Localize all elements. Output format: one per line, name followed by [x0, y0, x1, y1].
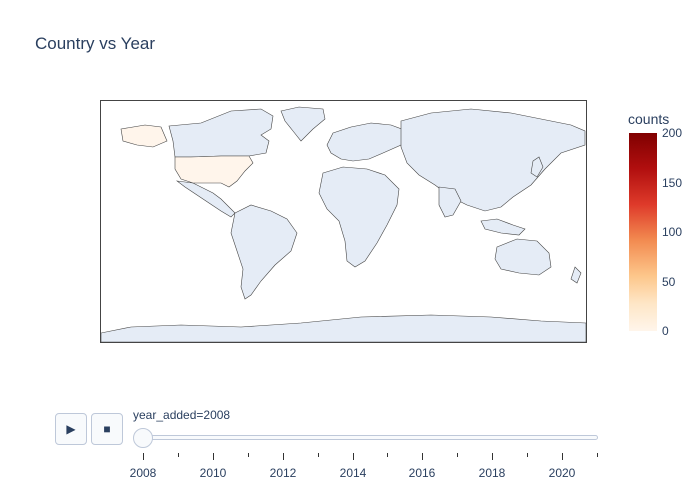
- slider-tick: [492, 453, 493, 460]
- slider-tick: [387, 453, 388, 457]
- slider-tick: [457, 453, 458, 457]
- slider-tick-label[interactable]: 2016: [408, 466, 436, 480]
- play-icon: ▶: [66, 422, 76, 436]
- colorbar-tick: 150: [662, 176, 683, 190]
- slider-tick-label[interactable]: 2008: [129, 466, 157, 480]
- slider-tick: [422, 453, 423, 460]
- slider-tick: [283, 453, 284, 460]
- slider-tick: [353, 453, 354, 460]
- slider-handle[interactable]: [133, 428, 153, 448]
- colorbar-title: counts: [628, 111, 670, 127]
- colorbar: [629, 133, 657, 331]
- country-united-states[interactable]: [174, 155, 254, 188]
- continent-europe[interactable]: [326, 122, 408, 162]
- country-india[interactable]: [438, 186, 462, 218]
- slider-tick: [143, 453, 144, 460]
- slider-tick-label[interactable]: 2018: [478, 466, 506, 480]
- stop-button[interactable]: ■: [91, 413, 123, 445]
- world-map[interactable]: [100, 100, 587, 343]
- slider-tick-label[interactable]: 2014: [339, 466, 367, 480]
- country-australia[interactable]: [494, 238, 552, 276]
- slider-tick-label[interactable]: 2010: [199, 466, 227, 480]
- continent-antarctica[interactable]: [101, 314, 586, 342]
- continent-africa[interactable]: [318, 166, 400, 268]
- country-japan[interactable]: [530, 156, 544, 178]
- colorbar-tick: 50: [662, 275, 676, 289]
- slider-tick: [597, 453, 598, 457]
- slider-tick: [248, 453, 249, 457]
- region-southeast-asia[interactable]: [480, 218, 526, 236]
- slider-tick-label[interactable]: 2012: [269, 466, 297, 480]
- slider-current-value: year_added=2008: [133, 408, 231, 422]
- slider-tick: [318, 453, 319, 457]
- country-new-zealand[interactable]: [570, 266, 582, 284]
- chart-title: Country vs Year: [35, 34, 156, 53]
- slider-rail[interactable]: [135, 435, 598, 440]
- slider-tick-label[interactable]: 2020: [548, 466, 576, 480]
- colorbar-tick: 100: [662, 225, 683, 239]
- continent-asia[interactable]: [400, 108, 586, 212]
- colorbar-tick: 200: [662, 126, 683, 140]
- slider-tick: [527, 453, 528, 457]
- play-button[interactable]: ▶: [55, 413, 87, 445]
- stop-icon: ■: [103, 422, 111, 436]
- continent-south-america[interactable]: [230, 204, 298, 300]
- slider-tick: [562, 453, 563, 460]
- slider-tick: [178, 453, 179, 457]
- colorbar-tick: 0: [662, 324, 669, 338]
- slider-tick: [213, 453, 214, 460]
- country-greenland[interactable]: [280, 106, 326, 142]
- country-united-states-alaska[interactable]: [120, 124, 168, 148]
- country-mexico[interactable]: [175, 180, 236, 218]
- country-canada[interactable]: [168, 108, 274, 158]
